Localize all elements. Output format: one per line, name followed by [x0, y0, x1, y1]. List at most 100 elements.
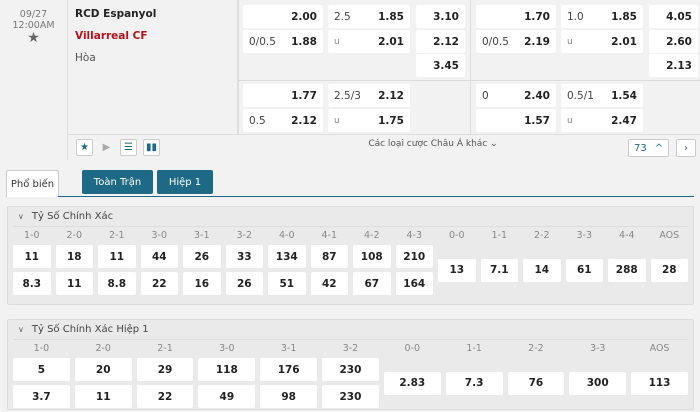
score-column: 3-0 44 22: [140, 227, 178, 299]
section-header[interactable]: ∨ Tỷ Số Chính Xác Hiệp 1: [13, 320, 688, 340]
score-odds-home[interactable]: 230: [322, 358, 379, 381]
score-column: 3-1 176 98: [260, 340, 318, 412]
section-header[interactable]: ∨ Tỷ Số Chính Xác: [13, 207, 688, 227]
score-odds-away[interactable]: 8.3: [13, 272, 51, 295]
over-under-odds[interactable]: 2.5/3 2.12: [328, 84, 410, 107]
score-label: 3-0: [151, 230, 168, 241]
odds-line: 0: [482, 89, 489, 102]
tab-divider: [58, 196, 694, 197]
over-under-odds[interactable]: u 2.01: [328, 30, 410, 53]
score-odds-away[interactable]: 8.8: [98, 272, 136, 295]
score-odds-home[interactable]: 5: [13, 358, 70, 381]
score-odds-home[interactable]: 118: [198, 358, 256, 381]
score-odds[interactable]: 7.3: [445, 371, 503, 395]
play-icon[interactable]: ▶: [102, 142, 111, 153]
score-odds-home[interactable]: 108: [353, 245, 391, 268]
score-odds-away[interactable]: 26: [225, 272, 263, 295]
score-odds-home[interactable]: 176: [260, 358, 318, 381]
handicap-odds[interactable]: 0 2.40: [476, 84, 556, 107]
score-odds-away[interactable]: 3.7: [13, 385, 70, 408]
chevron-down-icon: ∨: [18, 212, 24, 221]
over-under-odds[interactable]: 0.5/1 1.54: [561, 84, 643, 107]
handicap-odds[interactable]: 1.70: [476, 5, 556, 28]
list-icon[interactable]: ☰: [120, 139, 137, 156]
score-label: 1-1: [491, 230, 508, 241]
section-title: Tỷ Số Chính Xác: [31, 211, 114, 222]
next-button[interactable]: ›: [676, 139, 696, 157]
handicap-odds[interactable]: 2.00: [243, 5, 323, 28]
score-odds[interactable]: 300: [569, 371, 627, 395]
score-column: 1-1 7.1: [480, 227, 518, 299]
handicap-odds[interactable]: 0.5 2.12: [243, 109, 323, 132]
score-odds-home[interactable]: 33: [225, 245, 263, 268]
score-odds-home[interactable]: 29: [136, 358, 194, 381]
score-odds[interactable]: 288: [608, 258, 646, 282]
score-column: 2-0 20 11: [74, 340, 132, 412]
score-odds-away[interactable]: 51: [268, 272, 306, 295]
score-odds-home[interactable]: 44: [140, 245, 178, 268]
score-odds-away[interactable]: 42: [310, 272, 348, 295]
over-under-odds[interactable]: u 2.01: [561, 30, 643, 53]
score-odds[interactable]: 76: [507, 371, 565, 395]
1x2-odds[interactable]: 2.60: [649, 30, 698, 53]
more-asian-bets[interactable]: Các loại cược Châu Á khác ⌄: [313, 135, 553, 155]
handicap-odds[interactable]: 1.57: [476, 109, 556, 132]
score-odds-away[interactable]: 67: [353, 272, 391, 295]
score-odds-away[interactable]: 16: [183, 272, 221, 295]
score-odds-away[interactable]: 22: [140, 272, 178, 295]
score-odds-away[interactable]: 230: [322, 385, 379, 408]
score-odds-away[interactable]: 11: [55, 272, 93, 295]
bet-count-button[interactable]: 73 ^: [628, 139, 670, 157]
favorite-star-icon[interactable]: ★: [27, 30, 40, 46]
odds-line: 0.5: [249, 114, 266, 127]
score-label: 3-1: [193, 230, 210, 241]
over-under-odds[interactable]: 1.0 1.85: [561, 5, 643, 28]
1x2-odds[interactable]: 3.45: [416, 54, 465, 77]
score-odds[interactable]: 28: [650, 258, 688, 282]
1x2-odds[interactable]: 2.12: [416, 30, 465, 53]
odds-line: u: [334, 36, 340, 47]
score-odds-away[interactable]: 22: [136, 385, 194, 408]
score-odds[interactable]: 13: [438, 258, 476, 282]
1x2-odds[interactable]: 2.13: [649, 54, 698, 77]
over-under-odds[interactable]: u 2.47: [561, 109, 643, 132]
score-odds[interactable]: 14: [523, 258, 561, 282]
score-odds[interactable]: 61: [565, 258, 603, 282]
score-odds-home[interactable]: 11: [13, 245, 51, 268]
over-under-odds[interactable]: u 1.75: [328, 109, 410, 132]
section-correct-score-h1: ∨ Tỷ Số Chính Xác Hiệp 1 1-0 5 3.7 2-0 20 11 2-1…: [7, 319, 694, 410]
score-odds[interactable]: 2.83: [383, 371, 441, 395]
tab-hiep-1[interactable]: Hiệp 1: [157, 170, 213, 194]
1x2-odds[interactable]: 3.10: [416, 5, 465, 28]
away-team: Villarreal CF: [75, 30, 148, 42]
score-odds[interactable]: 113: [631, 371, 688, 395]
score-odds-home[interactable]: 134: [268, 245, 306, 268]
score-label: 4-0: [278, 230, 295, 241]
score-odds-home[interactable]: 26: [183, 245, 221, 268]
score-odds-home[interactable]: 18: [55, 245, 93, 268]
score-odds-home[interactable]: 20: [74, 358, 132, 381]
score-odds-away[interactable]: 164: [395, 272, 433, 295]
handicap-odds[interactable]: 0/0.5 1.88: [243, 30, 323, 53]
score-odds-away[interactable]: 49: [198, 385, 256, 408]
score-column: 0-0 13: [438, 227, 476, 299]
score-odds-home[interactable]: 87: [310, 245, 348, 268]
score-odds[interactable]: 7.1: [480, 258, 518, 282]
odds-value: 1.54: [611, 89, 637, 102]
score-grid: 1-0 11 8.3 2-0 18 11 2-1 11 8.8 3-0 44 22 3-1 26 16 3-2…: [8, 227, 693, 299]
teams: RCD Espanyol Villarreal CF Hòa: [68, 0, 238, 134]
odds-value: 2.12: [433, 35, 459, 48]
over-under-odds[interactable]: 2.5 1.85: [328, 5, 410, 28]
star-icon[interactable]: ★: [76, 139, 93, 156]
tab-toan-tran[interactable]: Toàn Trận: [82, 170, 153, 194]
score-odds-away[interactable]: 11: [74, 385, 132, 408]
handicap-odds[interactable]: 1.77: [243, 84, 323, 107]
score-odds-home[interactable]: 11: [98, 245, 136, 268]
handicap-odds[interactable]: 0/0.5 2.19: [476, 30, 556, 53]
1x2-odds[interactable]: 4.05: [649, 5, 698, 28]
stats-icon[interactable]: ▮▮: [143, 139, 160, 156]
tab-pho-bien[interactable]: Phổ biến: [6, 170, 59, 197]
more-label: Các loại cược Châu Á khác: [368, 139, 488, 149]
score-odds-home[interactable]: 210: [395, 245, 433, 268]
score-odds-away[interactable]: 98: [260, 385, 318, 408]
